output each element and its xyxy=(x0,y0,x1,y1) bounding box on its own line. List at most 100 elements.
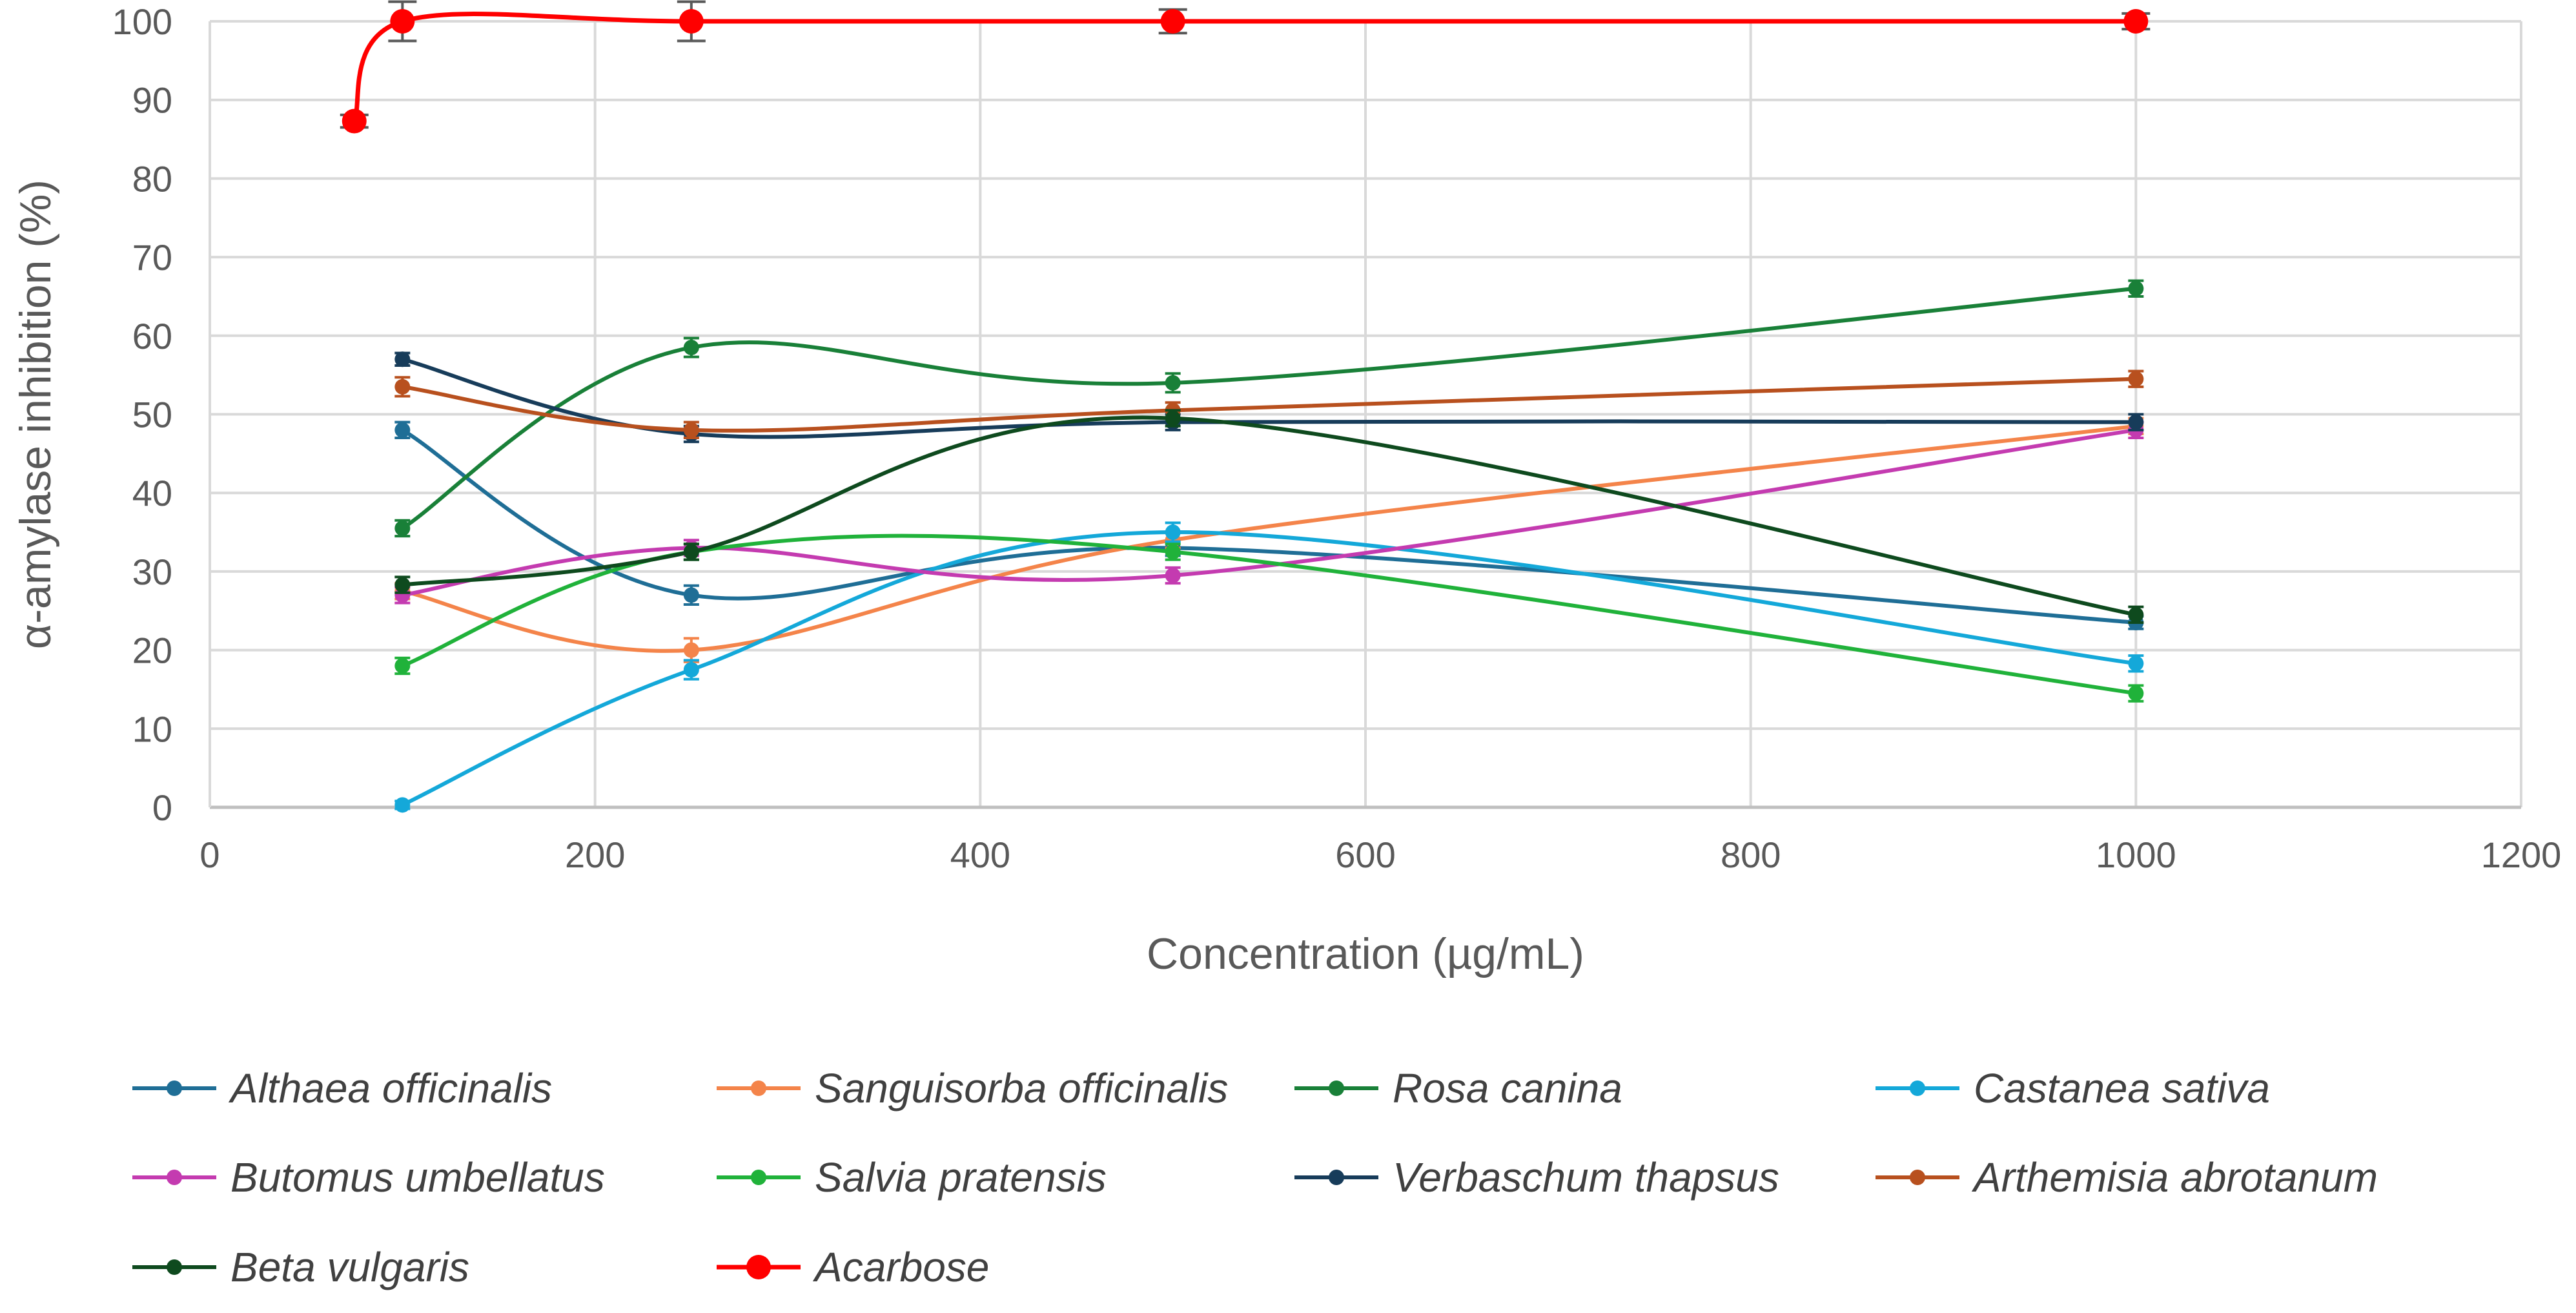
series-butomus-umbellatus xyxy=(394,420,2144,605)
data-point xyxy=(683,662,699,678)
data-point xyxy=(394,797,411,813)
legend-label: Rosa canina xyxy=(1393,1065,1622,1111)
x-tick-label: 1000 xyxy=(2096,834,2176,875)
y-tick-label: 60 xyxy=(132,316,172,357)
legend-swatch-marker xyxy=(1329,1080,1344,1096)
legend-item: Acarbose xyxy=(717,1244,989,1290)
legend-label: Verbaschum thapsus xyxy=(1393,1154,1779,1201)
data-point xyxy=(394,657,411,674)
legend-item: Butomus umbellatus xyxy=(132,1154,605,1201)
legend-swatch-marker xyxy=(167,1259,182,1275)
legend-label: Althaea officinalis xyxy=(228,1065,552,1111)
legend-item: Castanea sativa xyxy=(1876,1065,2270,1111)
data-point xyxy=(683,642,699,658)
grid xyxy=(210,20,2522,807)
legend-label: Castanea sativa xyxy=(1974,1065,2270,1111)
legend-label: Arthemisia abrotanum xyxy=(1971,1154,2378,1201)
data-point xyxy=(1165,375,1181,391)
y-axis-title: α-amylase inhibition (%) xyxy=(11,180,60,649)
data-point xyxy=(683,422,699,438)
series-line xyxy=(402,530,2136,807)
data-point xyxy=(683,587,699,603)
y-tick-label: 80 xyxy=(132,158,172,199)
data-point xyxy=(1160,9,1185,34)
data-point xyxy=(394,351,411,367)
legend-label: Sanguisorba officinalis xyxy=(815,1065,1228,1111)
legend: Althaea officinalis Sanguisorba officinal… xyxy=(132,1065,2378,1290)
series-line xyxy=(352,12,2136,123)
y-tick-label: 40 xyxy=(132,473,172,513)
series-layer xyxy=(340,0,2151,813)
x-tick-label: 0 xyxy=(199,834,220,875)
legend-label: Salvia pratensis xyxy=(815,1154,1107,1201)
data-point xyxy=(683,544,699,560)
series-line xyxy=(401,286,2136,530)
legend-item: Salvia pratensis xyxy=(717,1154,1107,1201)
legend-swatch-marker xyxy=(1329,1170,1344,1185)
data-point xyxy=(683,340,699,356)
legend-label: Butomus umbellatus xyxy=(230,1154,605,1201)
y-tick-label: 100 xyxy=(112,1,172,42)
data-point xyxy=(2128,280,2144,296)
legend-swatch-marker xyxy=(751,1170,766,1185)
legend-item: Beta vulgaris xyxy=(132,1244,469,1290)
data-point xyxy=(2128,656,2144,672)
x-tick-label: 200 xyxy=(565,834,625,875)
legend-swatch-marker xyxy=(746,1255,771,1279)
series-line xyxy=(402,415,2136,617)
data-point xyxy=(2128,414,2144,430)
legend-item: Rosa canina xyxy=(1294,1065,1622,1111)
y-tick-label: 20 xyxy=(132,630,172,671)
data-point xyxy=(2128,371,2144,387)
data-point xyxy=(1165,544,1181,560)
legend-item: Althaea officinalis xyxy=(132,1065,552,1111)
series-line xyxy=(402,377,2136,433)
series-beta-vulgaris xyxy=(394,409,2144,625)
legend-swatch-marker xyxy=(167,1080,182,1096)
data-point xyxy=(2128,606,2144,623)
data-point xyxy=(342,109,367,134)
data-point xyxy=(679,9,704,34)
series-line xyxy=(402,533,2136,696)
y-tick-label: 0 xyxy=(152,787,172,828)
legend-swatch-marker xyxy=(167,1170,182,1185)
y-tick-label: 10 xyxy=(132,708,172,749)
series-line xyxy=(402,357,2136,439)
y-tick-label: 70 xyxy=(132,237,172,278)
legend-label: Beta vulgaris xyxy=(230,1244,469,1290)
data-point xyxy=(2123,9,2149,34)
legend-swatch-marker xyxy=(1910,1170,1925,1185)
data-point xyxy=(394,378,411,395)
data-point xyxy=(1165,410,1181,426)
legend-swatch-marker xyxy=(751,1080,766,1096)
data-point xyxy=(390,9,415,34)
x-axis-title: Concentration (µg/mL) xyxy=(1147,929,1584,978)
x-tick-label: 600 xyxy=(1335,834,1395,875)
legend-item: Verbaschum thapsus xyxy=(1294,1154,1779,1201)
data-point xyxy=(1165,524,1181,541)
legend-label: Acarbose xyxy=(812,1244,989,1290)
y-tick-label: 50 xyxy=(132,395,172,435)
legend-item: Arthemisia abrotanum xyxy=(1876,1154,2378,1201)
y-tick-label: 30 xyxy=(132,552,172,592)
data-point xyxy=(2128,685,2144,701)
legend-item: Sanguisorba officinalis xyxy=(717,1065,1228,1111)
data-point xyxy=(394,577,411,593)
series-arthemisia-abrotanum xyxy=(394,369,2144,440)
series-castanea-sativa xyxy=(394,521,2144,813)
y-tick-label: 90 xyxy=(132,80,172,121)
series-rosa-canina xyxy=(394,279,2144,538)
series-line xyxy=(402,428,2136,597)
series-sanguisorba-officinalis xyxy=(394,417,2144,663)
x-tick-label: 800 xyxy=(1721,834,1781,875)
series-line xyxy=(401,428,2136,625)
x-tick-label: 1200 xyxy=(2481,834,2562,875)
x-tick-label: 400 xyxy=(950,834,1010,875)
data-point xyxy=(394,422,411,438)
series-line xyxy=(402,424,2136,653)
series-acarbose xyxy=(340,0,2151,134)
data-point xyxy=(394,520,411,536)
data-point xyxy=(1165,567,1181,583)
